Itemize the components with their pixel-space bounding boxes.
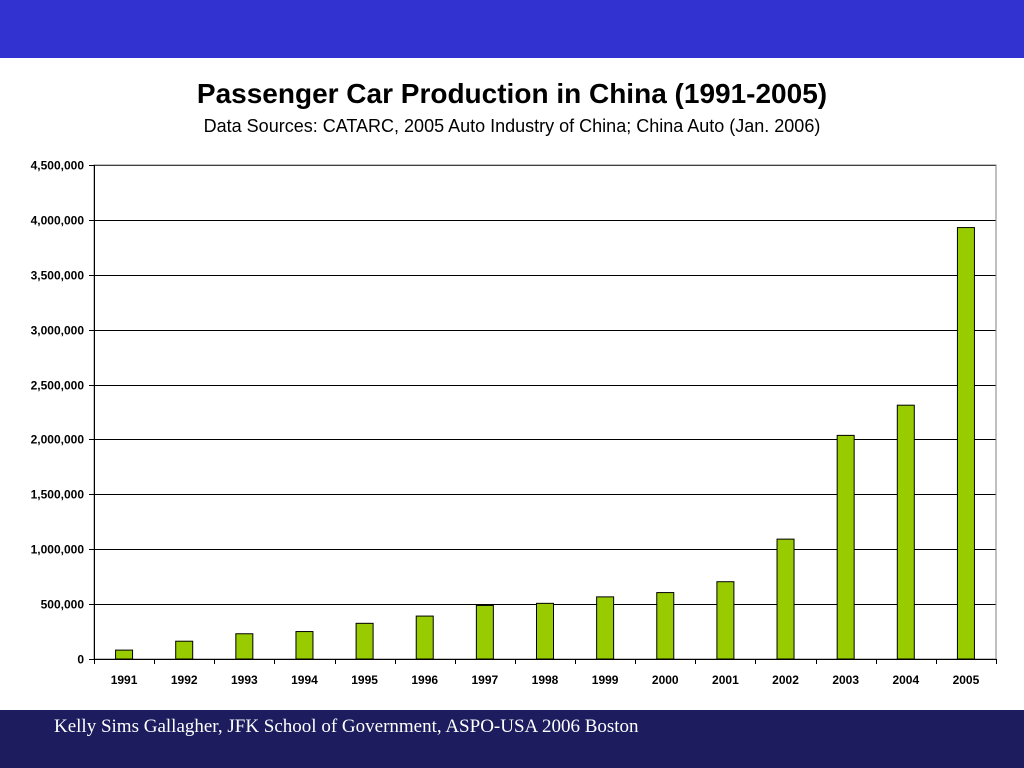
bar-2004 <box>896 404 915 660</box>
y-tick-label: 500,000 <box>41 598 85 612</box>
bar-2005 <box>956 227 975 660</box>
x-tick-label: 1997 <box>472 673 499 687</box>
bar-2000 <box>656 592 675 660</box>
bar-chart: 0 500,000 1,000,000 1,500,000 2,000,000 2,500… <box>31 159 997 687</box>
top-band <box>0 0 1024 58</box>
y-tick-label: 1,500,000 <box>31 488 85 502</box>
bar-1992 <box>175 640 194 660</box>
chart-title: Passenger Car Production in China (1991-… <box>196 78 828 109</box>
x-tick-label: 1994 <box>291 673 318 687</box>
y-tick-label: 2,000,000 <box>31 433 85 447</box>
bar-2003 <box>836 434 855 660</box>
x-tick-label: 2005 <box>953 673 980 687</box>
chart-subtitle: Data Sources: CATARC, 2005 Auto Industry… <box>203 116 821 136</box>
footer-credit: Kelly Sims Gallagher, JFK School of Gove… <box>54 716 639 737</box>
plot-frame <box>93 164 997 660</box>
bar-1994 <box>295 631 314 660</box>
y-tick-label: 2,500,000 <box>31 379 85 393</box>
x-tick-label: 1993 <box>231 673 258 687</box>
gridlines <box>94 165 996 660</box>
bars <box>115 227 975 660</box>
bar-2002 <box>776 538 795 660</box>
y-tick-label: 4,000,000 <box>31 214 85 228</box>
y-tick-labels: 0 500,000 1,000,000 1,500,000 2,000,000 2,500… <box>31 159 85 667</box>
x-tick-label: 1995 <box>351 673 378 687</box>
axes <box>89 164 997 664</box>
x-tick-label: 1996 <box>411 673 438 687</box>
y-tick-label: 3,000,000 <box>31 324 85 338</box>
bar-1999 <box>596 596 615 660</box>
x-tick-label: 1991 <box>111 673 138 687</box>
x-tick-label: 2003 <box>832 673 859 687</box>
x-tick-label: 1998 <box>532 673 559 687</box>
y-tick-label: 3,500,000 <box>31 269 85 283</box>
x-tick-label: 2000 <box>652 673 679 687</box>
bar-1996 <box>415 615 434 660</box>
y-tick-label: 4,500,000 <box>31 159 85 173</box>
bar-1995 <box>355 622 374 660</box>
x-tick-label: 1999 <box>592 673 619 687</box>
y-tick-label: 0 <box>77 653 84 667</box>
x-tick-label: 2002 <box>772 673 799 687</box>
bar-2001 <box>716 581 735 660</box>
x-tick-label: 2004 <box>892 673 919 687</box>
y-tick-label: 1,000,000 <box>31 543 85 557</box>
bar-1993 <box>235 633 254 660</box>
x-tick-label: 2001 <box>712 673 739 687</box>
x-tick-label: 1992 <box>171 673 198 687</box>
bar-1998 <box>536 602 554 660</box>
bar-1991 <box>115 649 134 660</box>
bar-1997 <box>475 604 494 660</box>
x-tick-labels: 1991 1992 1993 1994 1995 1996 1997 1998 1999 2000… <box>111 673 980 687</box>
